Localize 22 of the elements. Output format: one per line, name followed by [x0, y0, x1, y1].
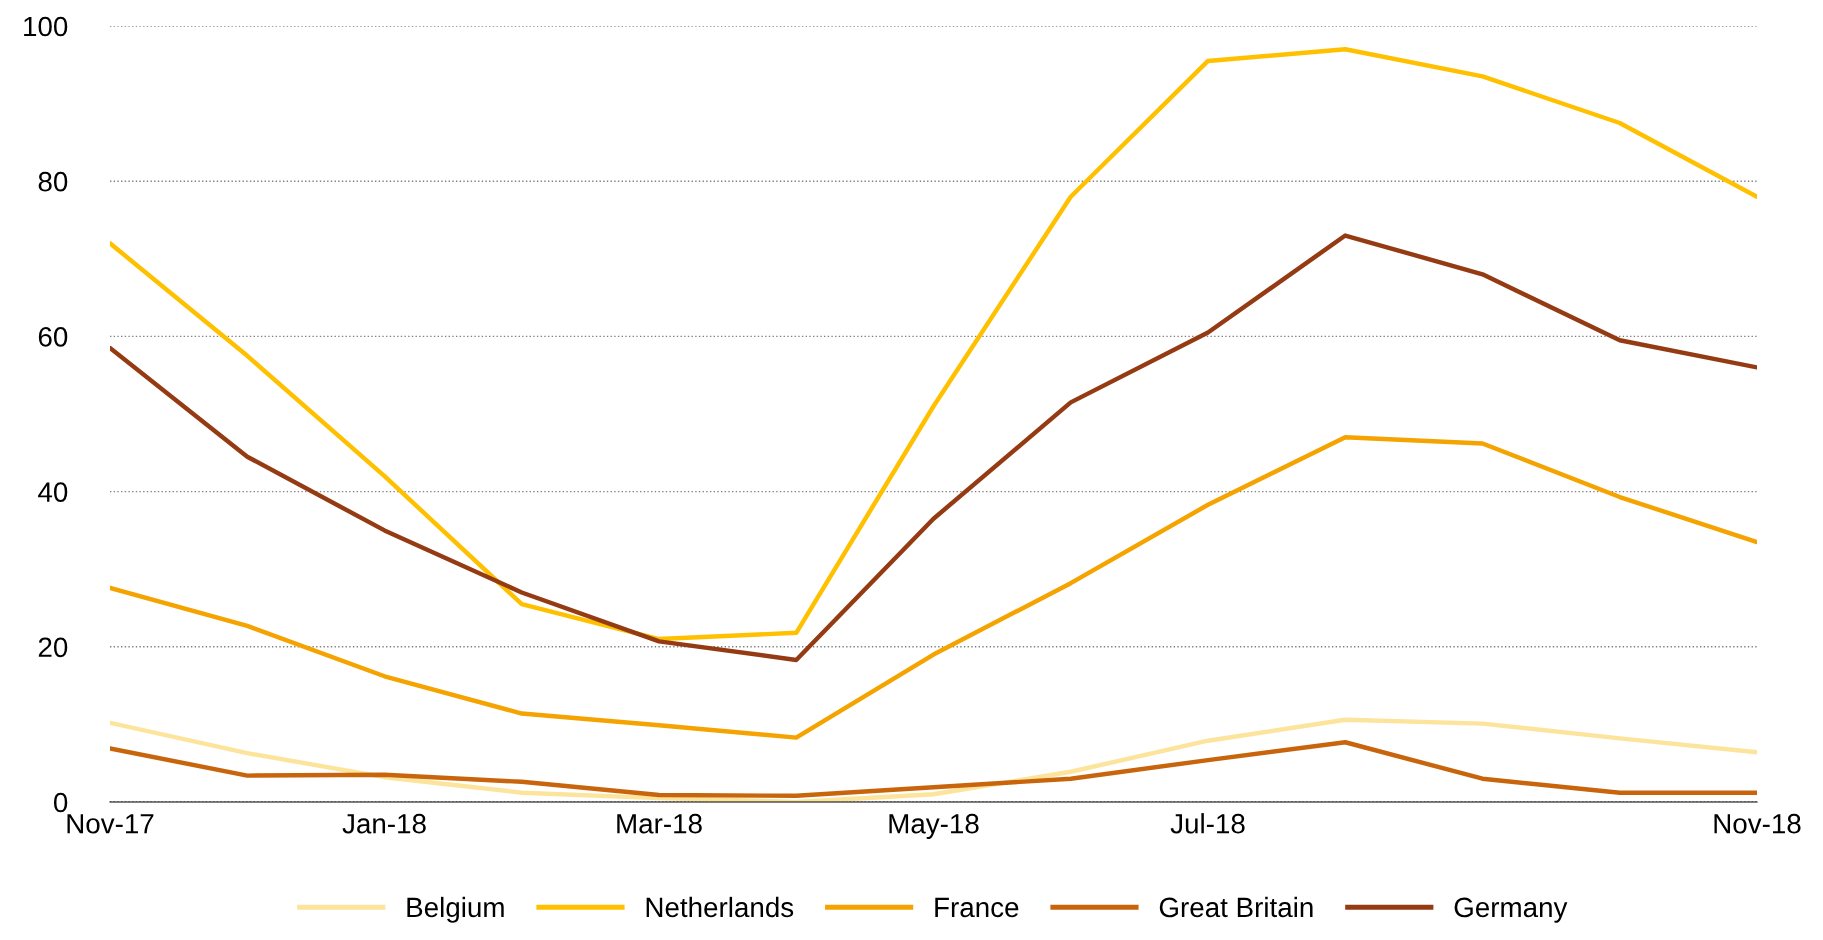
legend-label: Germany [1454, 897, 1568, 923]
line-series [110, 740, 1757, 799]
x-tick-label: Nov-17 [67, 814, 154, 834]
x-tick-label: Nov-18 [1714, 813, 1801, 834]
line-series [110, 233, 1757, 663]
legend-label: France [935, 897, 1019, 918]
y-tick-label: 80 [38, 171, 68, 192]
y-tick-label: 100 [24, 16, 68, 37]
line-series [110, 435, 1757, 740]
legend-label: Belgium [407, 896, 504, 923]
legend-label: Great Britain [1159, 896, 1313, 918]
x-tick-label: Jul-18 [1170, 813, 1245, 834]
line-series [110, 47, 1757, 642]
y-tick-label: 20 [38, 637, 68, 658]
x-tick-label: Mar-18 [617, 813, 702, 834]
x-tick-label: May-18 [889, 813, 979, 840]
y-tick-label: 60 [38, 327, 68, 347]
y-tick-label: 0 [53, 792, 68, 813]
x-tick-label: Jan-18 [342, 813, 426, 834]
line-series [110, 717, 1757, 802]
legend-label: Netherlands [646, 896, 794, 918]
y-tick-label: 40 [38, 482, 68, 502]
